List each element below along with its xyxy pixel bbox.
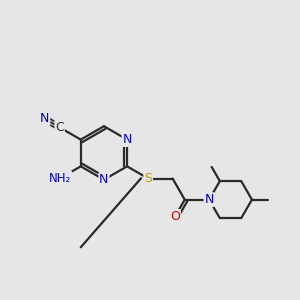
Text: N: N (204, 193, 214, 206)
Text: C: C (55, 121, 64, 134)
Text: NH₂: NH₂ (49, 172, 71, 185)
Text: N: N (122, 133, 132, 146)
Text: N: N (40, 112, 50, 125)
Text: S: S (144, 172, 152, 185)
Text: O: O (170, 210, 180, 223)
Text: N: N (99, 173, 109, 186)
